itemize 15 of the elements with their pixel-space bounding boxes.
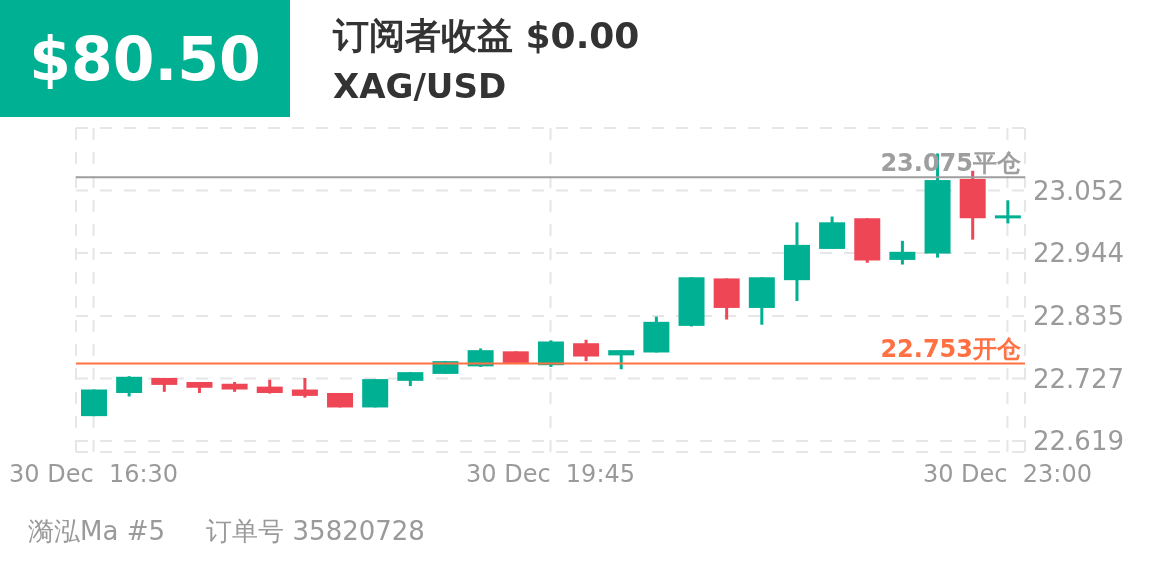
y-tick-label: 22.619	[1033, 426, 1124, 457]
chart-title: 订阅者收益 $0.00	[333, 14, 640, 58]
text: $80.50	[0, 0, 290, 117]
x-tick-label: 30 Dec 23:00	[922, 460, 1092, 488]
chart-subtitle: XAG/USD	[333, 66, 507, 106]
y-tick-label: 23.052	[1033, 175, 1124, 206]
ref-line-label: 22.753开仓	[880, 335, 1022, 364]
y-tick-label: 22.944	[1033, 238, 1124, 269]
x-tick-label: 30 Dec 16:30	[9, 460, 179, 488]
candlestick	[994, 200, 1021, 224]
x-tick-label: 30 Dec 19:45	[465, 460, 636, 488]
y-tick-label: 22.835	[1033, 301, 1124, 332]
y-tick-label: 22.727	[1033, 363, 1124, 394]
text: 漪泓Ma #5 订单号 35820728	[28, 516, 425, 546]
candlestick	[291, 376, 318, 398]
